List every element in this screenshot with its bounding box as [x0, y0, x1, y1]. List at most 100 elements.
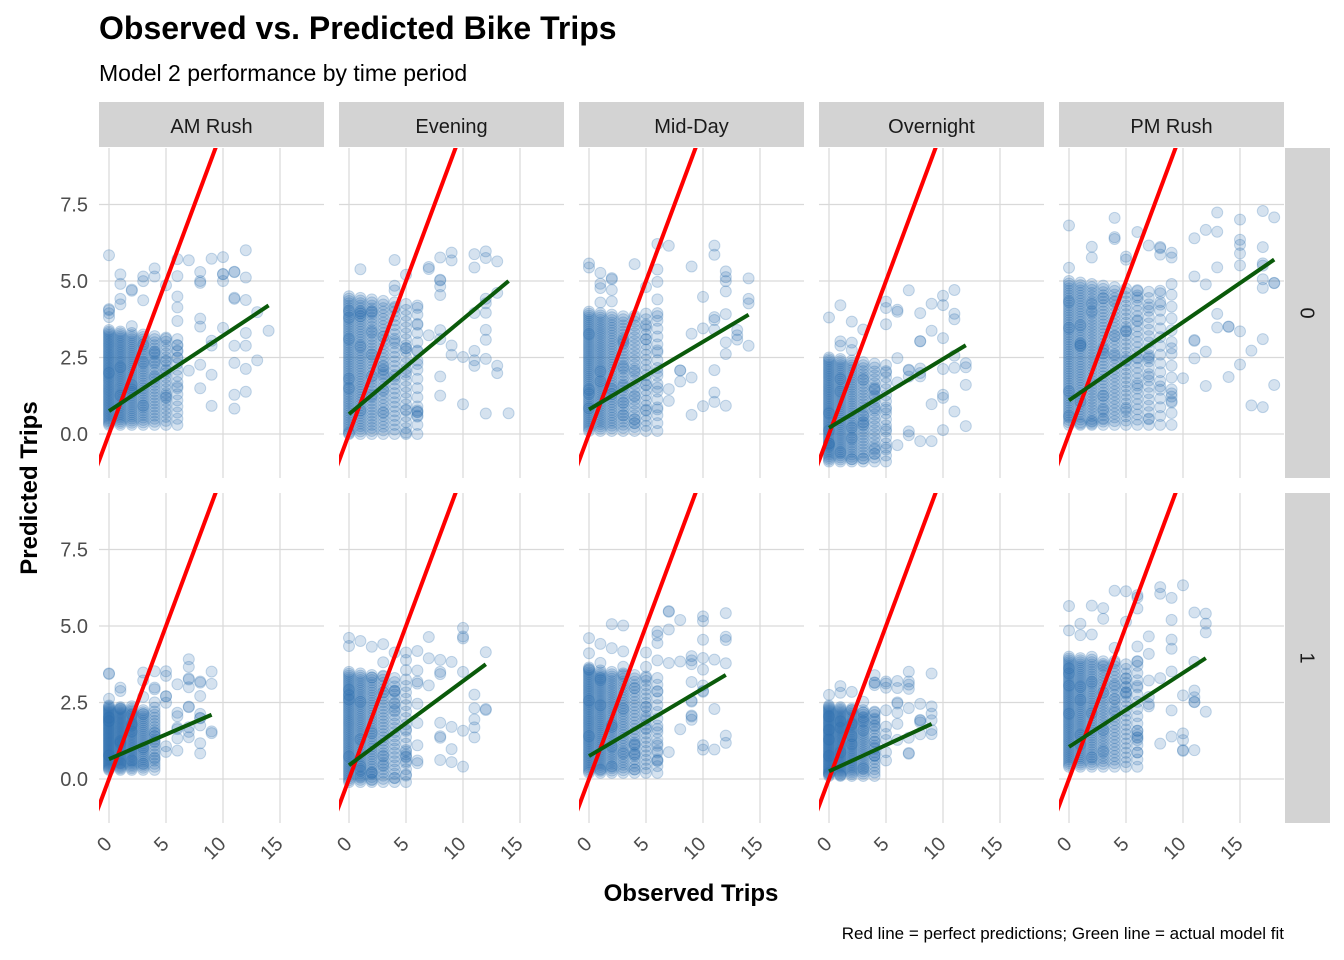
data-point — [834, 769, 847, 782]
data-point — [845, 336, 858, 349]
data-point — [354, 682, 367, 695]
data-point — [605, 755, 618, 768]
data-point — [1063, 725, 1075, 738]
data-point — [823, 707, 835, 720]
data-point — [1120, 672, 1132, 685]
data-point — [103, 304, 115, 317]
data-point — [1063, 316, 1075, 329]
model-fit-line — [1067, 656, 1207, 749]
data-point — [103, 327, 115, 340]
data-point — [137, 399, 150, 412]
data-point — [1085, 665, 1098, 678]
data-point — [1085, 687, 1098, 700]
data-point — [719, 634, 732, 647]
data-point — [823, 455, 835, 468]
data-point — [434, 389, 447, 402]
data-point — [823, 738, 835, 751]
data-point — [857, 386, 870, 399]
data-point — [228, 292, 241, 305]
data-point — [1211, 261, 1224, 274]
data-point — [1063, 680, 1075, 693]
data-point — [651, 409, 664, 422]
data-point — [594, 697, 607, 710]
data-point — [171, 301, 184, 314]
data-point — [377, 747, 390, 760]
data-point — [868, 735, 881, 748]
data-point — [388, 685, 401, 698]
data-point — [114, 707, 127, 720]
data-point — [834, 365, 847, 378]
data-point — [857, 452, 870, 465]
data-point — [491, 359, 504, 372]
data-point — [343, 718, 355, 731]
data-point — [605, 308, 618, 321]
data-point — [365, 679, 378, 692]
data-point — [857, 371, 870, 384]
data-point — [171, 412, 184, 425]
data-point — [857, 410, 870, 423]
data-point — [354, 702, 367, 715]
facet-strip-label: AM Rush — [170, 116, 252, 138]
data-point — [400, 751, 412, 764]
points — [103, 653, 218, 776]
data-point — [354, 304, 367, 317]
data-point — [400, 392, 412, 405]
data-point — [617, 409, 630, 422]
data-point — [1074, 347, 1087, 360]
data-point — [388, 328, 401, 341]
data-point — [605, 409, 618, 422]
data-point — [628, 763, 641, 776]
data-point — [640, 744, 652, 757]
data-point — [1063, 299, 1075, 312]
data-point — [891, 439, 904, 452]
data-point — [400, 386, 412, 399]
data-point — [1074, 718, 1087, 731]
data-point — [343, 395, 355, 408]
data-point — [1154, 383, 1167, 396]
data-point — [628, 342, 641, 355]
data-point — [148, 394, 161, 407]
data-point — [823, 721, 835, 734]
data-point — [583, 356, 595, 369]
data-point — [880, 403, 892, 416]
data-point — [354, 635, 367, 648]
data-point — [365, 403, 378, 416]
data-point — [1142, 698, 1155, 711]
data-point — [103, 701, 115, 714]
data-point — [365, 753, 378, 766]
data-point — [583, 701, 595, 714]
data-point — [628, 753, 641, 766]
data-point — [1074, 418, 1087, 431]
data-point — [708, 743, 721, 756]
data-point — [628, 685, 641, 698]
data-point — [400, 422, 412, 435]
data-point — [1120, 406, 1132, 419]
data-point — [845, 733, 858, 746]
model-fit-line — [587, 312, 750, 412]
data-point — [1074, 680, 1087, 693]
data-point — [1142, 361, 1155, 374]
data-point — [1063, 600, 1075, 613]
data-point — [1120, 676, 1132, 689]
data-point — [868, 369, 881, 382]
data-point — [125, 734, 138, 747]
data-point — [605, 417, 618, 430]
data-point — [343, 299, 355, 312]
data-point — [434, 665, 447, 678]
data-point — [857, 765, 870, 778]
data-point — [1120, 585, 1132, 598]
data-point — [1120, 760, 1132, 773]
data-point — [148, 760, 161, 773]
data-point — [1142, 301, 1155, 314]
data-point — [697, 322, 709, 335]
data-point — [103, 389, 115, 402]
data-point — [708, 364, 721, 377]
data-point — [834, 715, 847, 728]
data-point — [902, 678, 915, 691]
data-point — [125, 345, 138, 358]
data-point — [1120, 316, 1132, 329]
x-tick-label: 0 — [333, 833, 356, 856]
data-point — [1063, 304, 1075, 317]
data-point — [400, 374, 412, 387]
data-point — [640, 333, 652, 346]
